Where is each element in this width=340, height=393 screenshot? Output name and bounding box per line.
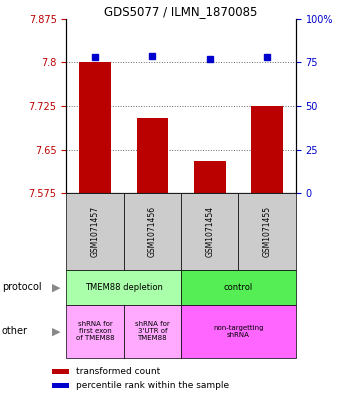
Bar <box>251 106 283 193</box>
Text: control: control <box>224 283 253 292</box>
Title: GDS5077 / ILMN_1870085: GDS5077 / ILMN_1870085 <box>104 5 258 18</box>
Text: percentile rank within the sample: percentile rank within the sample <box>76 381 230 390</box>
Text: transformed count: transformed count <box>76 367 161 376</box>
Text: ▶: ▶ <box>52 326 61 336</box>
Bar <box>181 305 296 358</box>
Bar <box>52 384 69 387</box>
Text: ▶: ▶ <box>52 283 61 292</box>
Bar <box>181 270 296 305</box>
Text: shRNA for
first exon
of TMEM88: shRNA for first exon of TMEM88 <box>76 321 114 341</box>
Bar <box>181 193 238 270</box>
Bar <box>238 193 296 270</box>
Bar <box>124 193 181 270</box>
Text: shRNA for
3'UTR of
TMEM88: shRNA for 3'UTR of TMEM88 <box>135 321 170 341</box>
Text: GSM1071457: GSM1071457 <box>90 206 100 257</box>
Text: protocol: protocol <box>2 283 41 292</box>
Bar <box>194 162 225 193</box>
Text: GSM1071454: GSM1071454 <box>205 206 214 257</box>
Bar <box>137 118 168 193</box>
Bar <box>66 305 124 358</box>
Text: TMEM88 depletion: TMEM88 depletion <box>85 283 163 292</box>
Bar <box>124 305 181 358</box>
Text: GSM1071455: GSM1071455 <box>262 206 272 257</box>
Bar <box>52 369 69 373</box>
Bar <box>66 270 181 305</box>
Text: other: other <box>2 326 28 336</box>
Text: non-targetting
shRNA: non-targetting shRNA <box>213 325 264 338</box>
Bar <box>79 62 111 193</box>
Bar <box>66 193 124 270</box>
Text: GSM1071456: GSM1071456 <box>148 206 157 257</box>
